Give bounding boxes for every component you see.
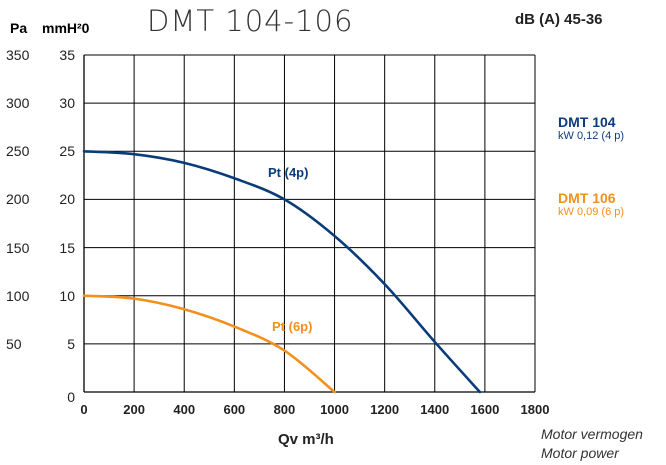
chart-curves xyxy=(82,149,482,394)
x-tick-label: 600 xyxy=(223,402,246,417)
x-tick-label: 800 xyxy=(273,402,296,417)
noise-level: dB (A) 45-36 xyxy=(515,11,603,28)
y-tick-label-mmh2o: 5 xyxy=(67,335,75,352)
legend-dmt-106-name: DMT 106 xyxy=(558,190,616,206)
y-tick-label-pa: 250 xyxy=(6,143,30,160)
y-tick-label-pa: 150 xyxy=(6,239,30,256)
y-tick-label-pa: 50 xyxy=(6,335,22,352)
y-tick-label-mmh2o: 0 xyxy=(67,389,75,405)
legend-dmt-106-power: kW 0,09 (6 p) xyxy=(558,206,625,218)
x-axis-label: Qv m³/h xyxy=(278,431,334,448)
x-tick-label: 0 xyxy=(80,402,88,417)
y-tick-label-mmh2o: 30 xyxy=(59,95,75,112)
x-tick-label: 1600 xyxy=(470,402,500,417)
x-tick-label: 1000 xyxy=(320,402,349,417)
x-tick-label: 1200 xyxy=(370,402,400,417)
series-line-pt-6p xyxy=(82,294,336,394)
y-tick-label-pa: 100 xyxy=(6,287,30,304)
legend-dmt-104-name: DMT 104 xyxy=(558,114,616,130)
x-tick-label: 200 xyxy=(123,402,145,417)
series-label-pt-6p: Pt (6p) xyxy=(272,319,313,334)
x-tick-label: 1400 xyxy=(420,402,450,417)
y-tick-label-pa: 200 xyxy=(6,191,30,208)
legend-dmt-104-power: kW 0,12 (4 p) xyxy=(558,130,625,142)
x-tick-label: 400 xyxy=(173,402,196,417)
y-tick-label-pa: 300 xyxy=(6,95,30,112)
footer-motor-vermogen: Motor vermogen xyxy=(541,426,643,442)
y-tick-label-mmh2o: 20 xyxy=(59,191,75,208)
mmh2o-unit-label: mmH²0 xyxy=(42,20,90,36)
y-tick-label-mmh2o: 15 xyxy=(59,239,75,256)
y-tick-label-mmh2o: 10 xyxy=(59,287,75,304)
y-tick-label-pa: 350 xyxy=(6,47,30,63)
series-line-pt-4p xyxy=(82,149,482,394)
chart-grid xyxy=(83,54,536,393)
y-tick-label-mmh2o: 35 xyxy=(59,47,75,63)
x-tick-label: 1800 xyxy=(520,402,550,417)
y-tick-label-mmh2o: 25 xyxy=(59,143,75,160)
pa-unit-label: Pa xyxy=(10,20,28,36)
series-label-pt-4p: Pt (4p) xyxy=(268,165,309,180)
footer-motor-power: Motor power xyxy=(541,445,619,461)
chart-title: DMT 104-106 xyxy=(147,4,354,38)
